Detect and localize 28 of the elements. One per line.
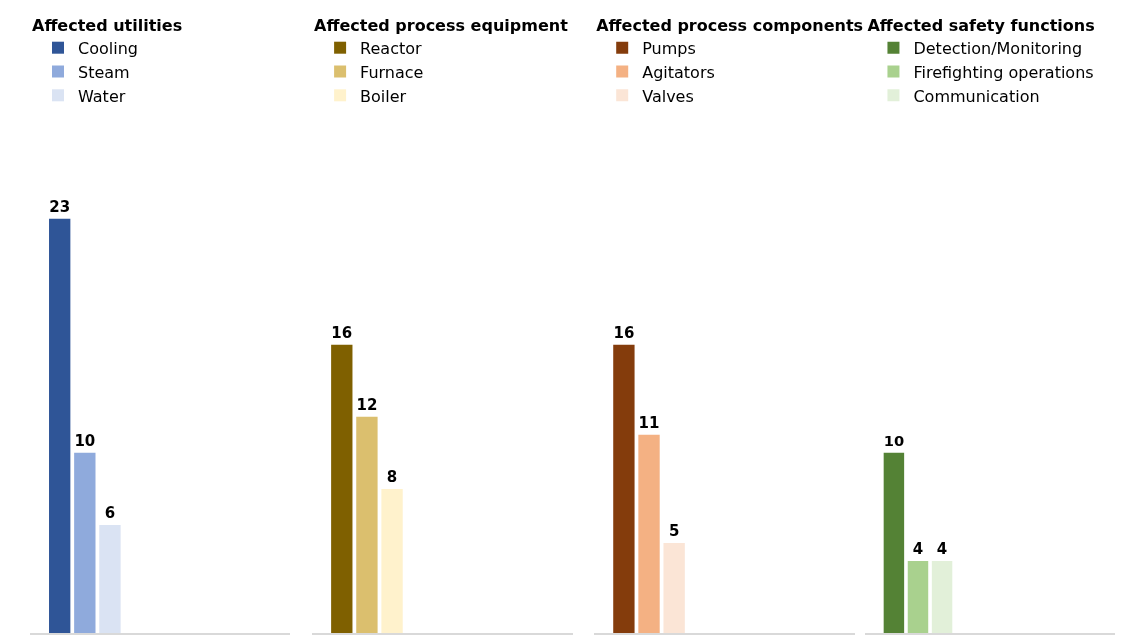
- legend-label: Boiler: [360, 86, 407, 106]
- legend-title: Affected utilities: [32, 15, 183, 35]
- legend-label: Valves: [642, 86, 694, 106]
- legend-title: Affected safety functions: [867, 15, 1095, 35]
- legend-title: Affected process components: [596, 15, 864, 35]
- data-label: 16: [331, 323, 353, 342]
- legend-label: Cooling: [78, 38, 138, 58]
- data-label: 5: [668, 521, 680, 540]
- legend-label: Communication: [913, 86, 1040, 106]
- data-label: 16: [613, 323, 635, 342]
- data-label: 10: [74, 431, 96, 450]
- data-label: 11: [638, 413, 660, 432]
- legend-label: Agitators: [642, 62, 715, 82]
- legend-title: Affected process equipment: [314, 15, 569, 35]
- legend-label: Water: [78, 86, 126, 106]
- data-label: 4: [912, 539, 924, 558]
- legend-label: Firefighting operations: [913, 62, 1094, 82]
- legend-label: Detection/Monitoring: [913, 38, 1083, 58]
- data-label: 23: [49, 197, 71, 216]
- legend-label: Furnace: [360, 62, 424, 82]
- legend-label: Reactor: [360, 38, 423, 58]
- data-label: 4: [936, 539, 948, 558]
- data-label: 8: [386, 467, 398, 486]
- data-label: 12: [356, 395, 378, 414]
- legend-label: Pumps: [642, 38, 696, 58]
- legend-label: Steam: [78, 62, 130, 82]
- data-label: 6: [104, 503, 116, 522]
- data-label: 10: [883, 431, 905, 449]
